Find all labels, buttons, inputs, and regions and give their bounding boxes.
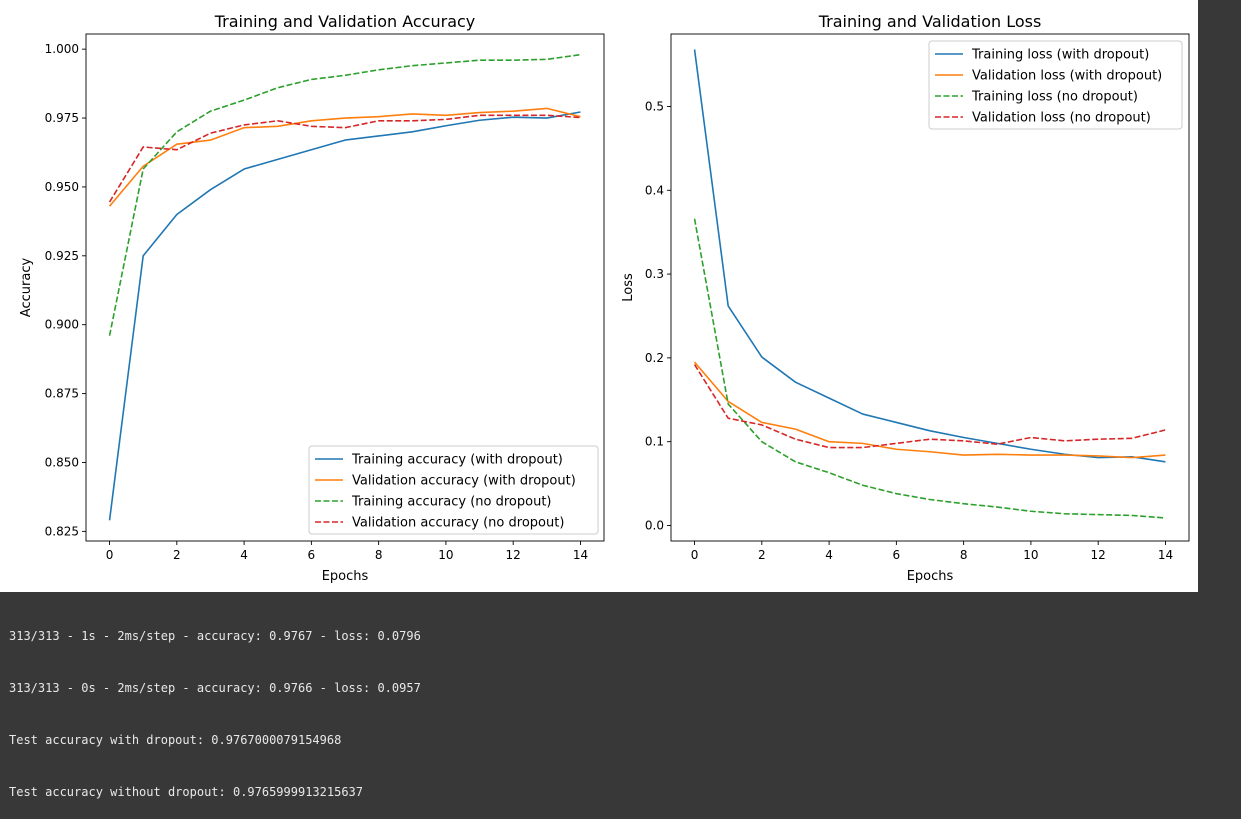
series-line	[108, 53, 581, 336]
series-line	[108, 111, 581, 521]
chart-title: Training and Validation Loss	[818, 12, 1042, 31]
legend-label: Validation accuracy (no dropout)	[352, 516, 564, 531]
x-tick-label: 10	[1023, 548, 1038, 562]
legend-box	[308, 445, 599, 535]
x-tick-label: 8	[375, 548, 383, 562]
x-tick-label: 6	[893, 548, 901, 562]
x-tick-label: 6	[308, 548, 316, 562]
legend-label: Training accuracy (with dropout)	[351, 453, 563, 468]
chart-title: Training and Validation Accuracy	[214, 12, 476, 31]
y-axis-label: Loss	[621, 273, 636, 302]
series-line	[693, 218, 1166, 519]
chart-panel-accuracy: Training and Validation Accuracy 0 2 4 6 8 10 1…	[19, 12, 605, 584]
y-tick-label: 0.975	[45, 111, 79, 125]
plot-frame	[670, 33, 1190, 542]
y-tick-label: 0.5	[645, 99, 664, 113]
y-tick-label: 0.3	[645, 267, 664, 281]
plot-frame	[85, 33, 605, 542]
console-line: Test accuracy with dropout: 0.9767000079…	[9, 733, 342, 748]
figure: Training and Validation Accuracy 0 2 4 6 8 10 1…	[0, 0, 1198, 592]
x-tick-label: 4	[240, 548, 248, 562]
console-line: 313/313 - 1s - 2ms/step - accuracy: 0.97…	[9, 628, 421, 643]
y-tick-label: 0.1	[645, 435, 664, 449]
x-tick-label: 8	[960, 548, 968, 562]
x-tick-label: 14	[573, 548, 588, 562]
y-tick-label: 0.950	[45, 180, 79, 194]
legend-label: Validation accuracy (with dropout)	[352, 474, 576, 489]
console-line: 313/313 - 0s - 2ms/step - accuracy: 0.97…	[9, 681, 421, 696]
y-tick-label: 0.2	[645, 351, 664, 365]
x-tick-label: 12	[506, 548, 521, 562]
x-tick-label: 4	[825, 548, 833, 562]
legend-label: Training accuracy (no dropout)	[351, 495, 552, 510]
y-tick-label: 1.000	[45, 42, 79, 56]
charts-svg: Training and Validation Accuracy 0 2 4 6 8 10 1…	[19, 12, 1190, 584]
chart-panel-loss: Training and Validation Loss 0 2 4 6 8 10 12 14 0…	[621, 12, 1190, 584]
x-tick-label: 10	[438, 548, 453, 562]
legend-box	[928, 40, 1183, 130]
console-line: Test accuracy without dropout: 0.9765999…	[9, 785, 364, 800]
legend-label: Validation loss (with dropout)	[972, 69, 1162, 84]
x-axis-label: Epochs	[322, 569, 369, 584]
legend-label: Validation loss (no dropout)	[972, 111, 1151, 126]
x-tick-label: 2	[758, 548, 766, 562]
x-tick-label: 12	[1091, 548, 1106, 562]
y-tick-label: 0.4	[645, 183, 664, 197]
series-line	[108, 107, 581, 207]
series-line	[693, 361, 1166, 459]
series-line	[693, 49, 1166, 463]
x-tick-label: 14	[1158, 548, 1173, 562]
x-tick-label: 0	[691, 548, 699, 562]
console-output: 313/313 - 1s - 2ms/step - accuracy: 0.97…	[9, 593, 421, 819]
y-tick-label: 0.925	[45, 249, 79, 263]
y-tick-label: 0.850	[45, 455, 79, 469]
series-line	[108, 114, 581, 203]
legend-label: Training loss (with dropout)	[971, 48, 1149, 63]
x-tick-label: 2	[173, 548, 181, 562]
y-tick-label: 0.825	[45, 524, 79, 538]
legend-label: Training loss (no dropout)	[971, 90, 1138, 105]
x-axis-label: Epochs	[907, 569, 954, 584]
y-axis-label: Accuracy	[19, 258, 34, 318]
x-tick-label: 0	[106, 548, 114, 562]
y-tick-label: 0.900	[45, 318, 79, 332]
y-tick-label: 0.0	[645, 518, 664, 532]
y-tick-label: 0.875	[45, 387, 79, 401]
series-line	[693, 364, 1166, 449]
